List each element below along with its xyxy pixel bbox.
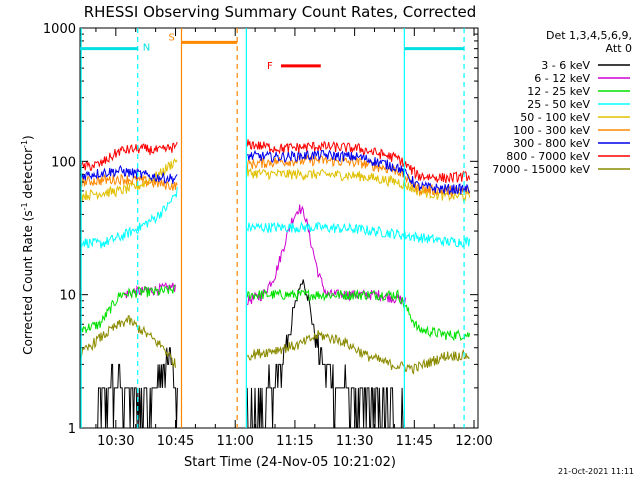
x-tick-label-2: 11:00 bbox=[216, 434, 253, 449]
y-tick-label-1: 10 bbox=[59, 289, 76, 304]
svg-text:Corrected Count Rate (s-1 dete: Corrected Count Rate (s-1 detector-1) bbox=[20, 135, 35, 354]
legend-label-7: 800 - 7000 keV bbox=[506, 150, 590, 163]
x-tick-label-3: 11:15 bbox=[276, 434, 313, 449]
plot-frame bbox=[79, 27, 479, 429]
x-tick-label-5: 11:45 bbox=[396, 434, 433, 449]
series-line-6-b bbox=[246, 149, 471, 195]
annotation-label-1: S bbox=[168, 32, 174, 43]
y-tick-label-3: 1000 bbox=[43, 22, 76, 37]
legend-label-1: 6 - 12 keV bbox=[534, 72, 590, 85]
annotation-label-0: N bbox=[143, 43, 150, 54]
series-line-3 bbox=[79, 187, 178, 249]
axes: 10:30 10:45 11:00 11:15 11:30 11:45 12:00 1 10 10… bbox=[43, 22, 493, 449]
plot-area bbox=[79, 139, 471, 429]
legend-label-2: 12 - 25 keV bbox=[527, 85, 590, 98]
series-line-5 bbox=[79, 173, 178, 191]
annotations: N S F bbox=[80, 28, 465, 428]
series-line-7-b bbox=[246, 139, 471, 184]
series-line-3-b bbox=[246, 221, 471, 248]
legend-label-3: 25 - 50 keV bbox=[527, 98, 590, 111]
chart-title: RHESSI Observing Summary Count Rates, Co… bbox=[84, 3, 477, 21]
series-line-5-b bbox=[246, 154, 471, 198]
legend-subtitle: Att 0 bbox=[606, 42, 632, 55]
x-axis-label: Start Time (24-Nov-05 10:21:02) bbox=[184, 455, 396, 470]
series-line-4 bbox=[79, 157, 178, 203]
series-line-7 bbox=[79, 141, 178, 172]
y-axis-label: Corrected Count Rate (s-1 detector-1) bbox=[20, 135, 35, 354]
annotation-label-2: F bbox=[267, 61, 273, 72]
series-line-8-b bbox=[246, 330, 470, 375]
x-tick-label-4: 11:30 bbox=[336, 434, 373, 449]
series-line-2 bbox=[79, 284, 176, 334]
series-line-2-b bbox=[246, 288, 471, 342]
y-tick-label-0: 1 bbox=[68, 422, 76, 437]
legend-label-8: 7000 - 15000 keV bbox=[492, 163, 590, 176]
series-line-0 bbox=[95, 347, 178, 429]
series-line-0-b bbox=[246, 279, 406, 429]
legend-title: Det 1,3,4,5,6,9, bbox=[546, 29, 632, 42]
legend-label-0: 3 - 6 keV bbox=[541, 59, 590, 72]
y-tick-label-2: 100 bbox=[51, 155, 76, 170]
series-line-6 bbox=[79, 164, 178, 184]
legend-label-6: 300 - 800 keV bbox=[513, 137, 590, 150]
legend-label-4: 50 - 100 keV bbox=[520, 111, 590, 124]
series-line-1-b bbox=[246, 204, 407, 306]
footer-date: 21-Oct-2021 11:11 bbox=[558, 467, 634, 476]
series-line-8 bbox=[79, 314, 176, 368]
x-tick-label-6: 12:00 bbox=[455, 434, 492, 449]
x-tick-label-1: 10:45 bbox=[157, 434, 194, 449]
series-line-4-b bbox=[246, 167, 471, 202]
legend-label-5: 100 - 300 keV bbox=[513, 124, 590, 137]
x-tick-label-0: 10:30 bbox=[97, 434, 134, 449]
